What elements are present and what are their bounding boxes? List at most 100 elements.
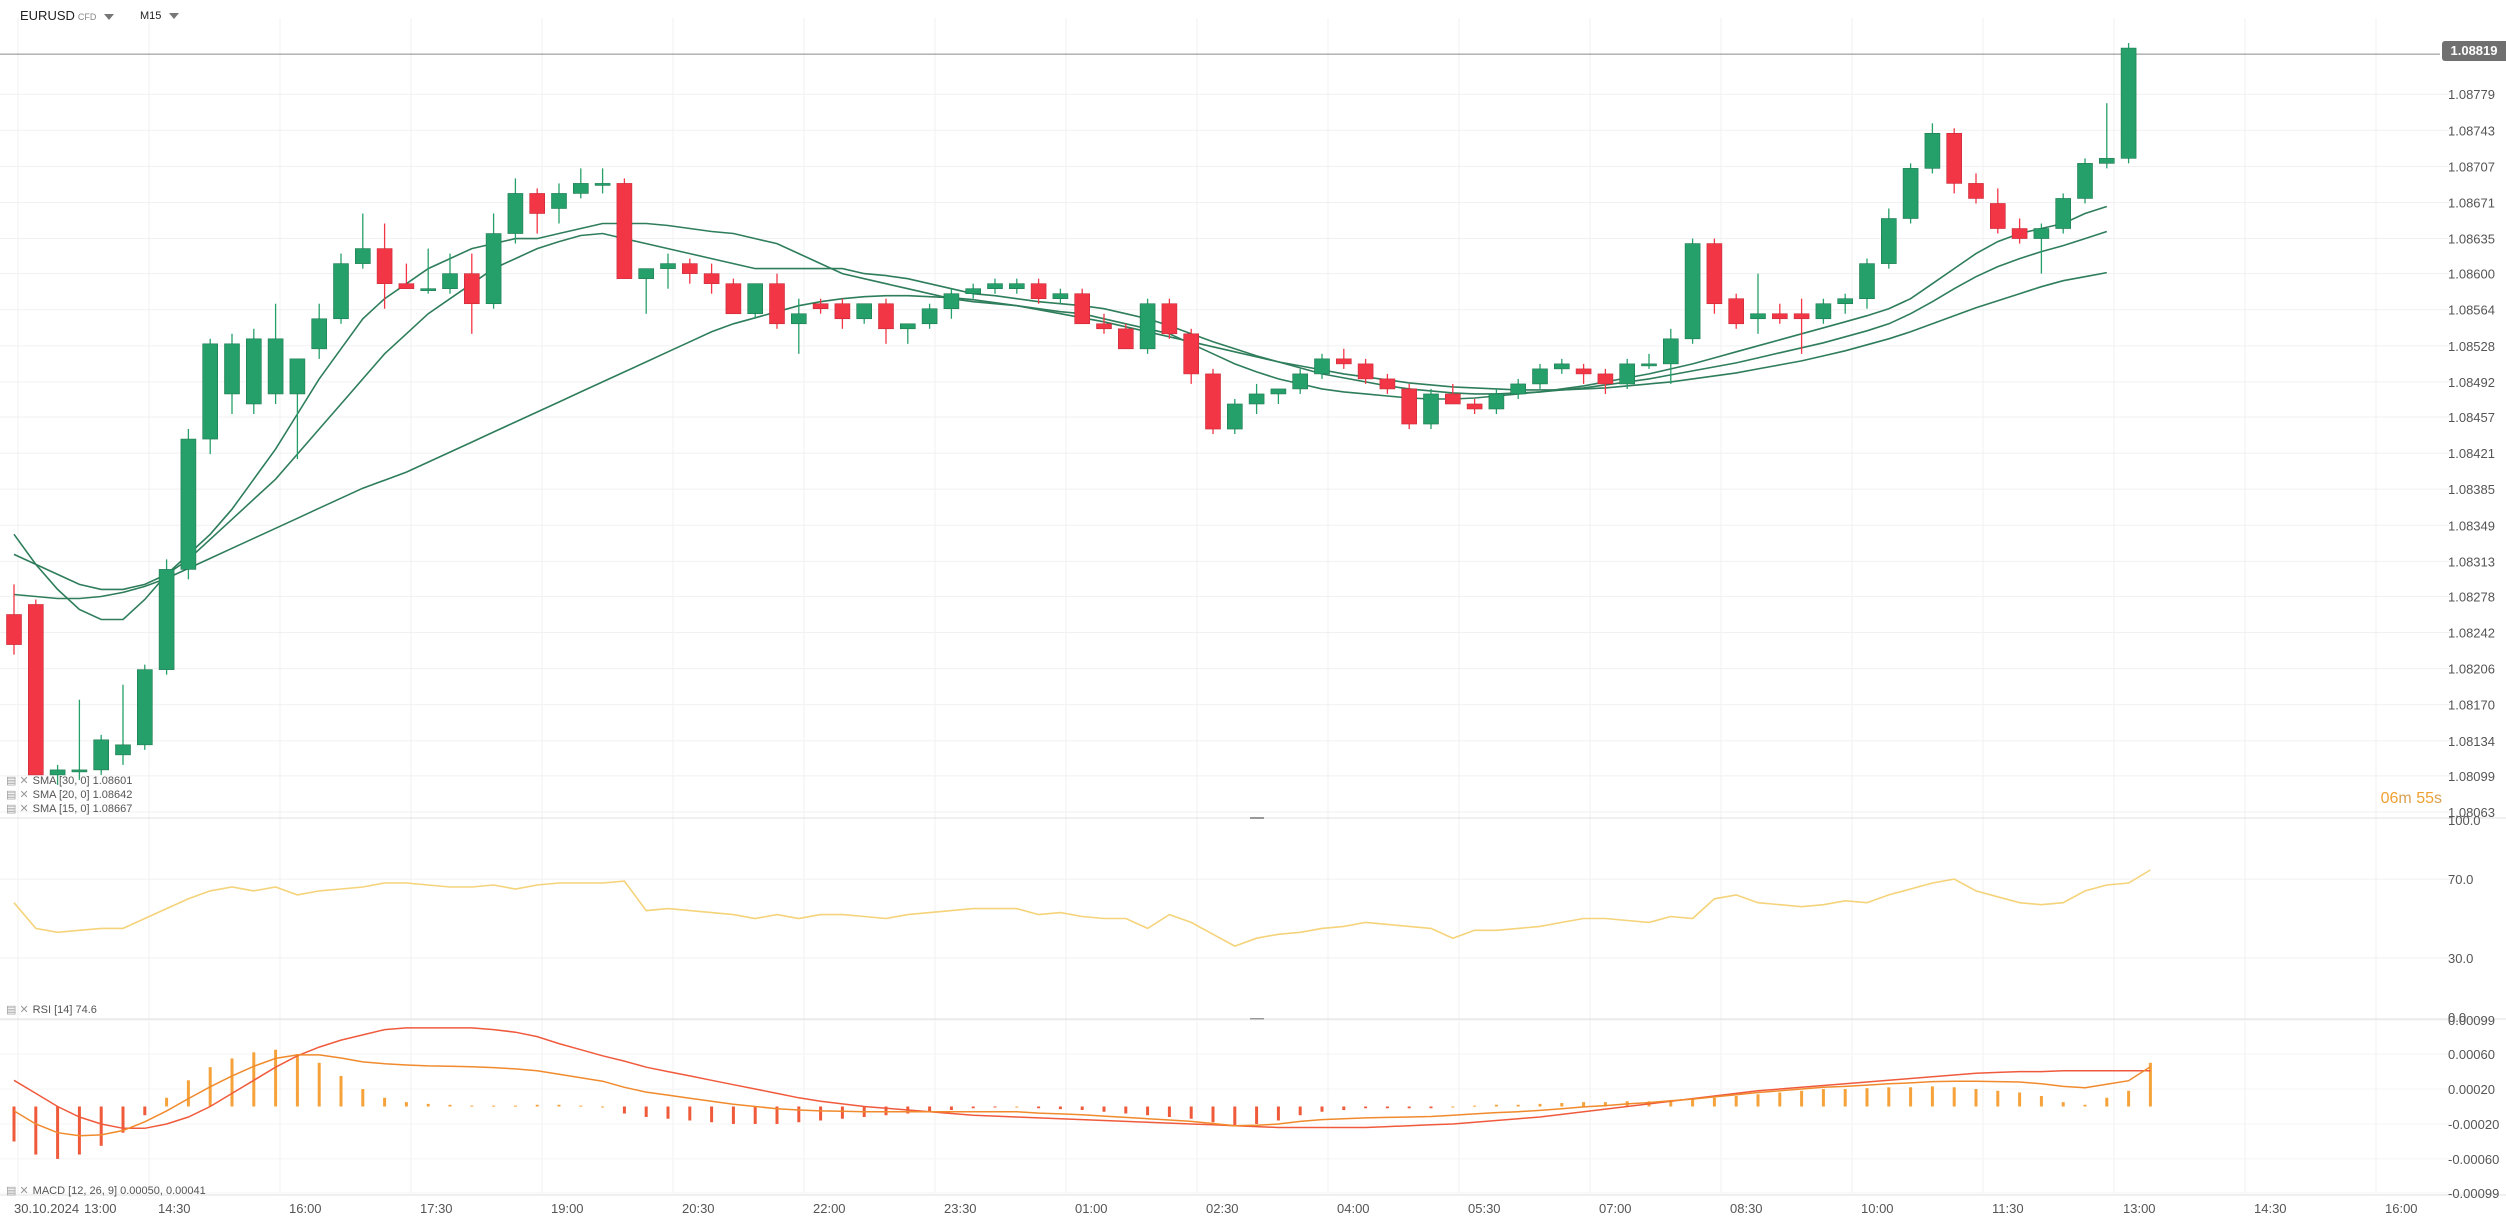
macd-histogram-bar <box>1451 1106 1455 1108</box>
candle-body <box>311 318 328 350</box>
legend-macd[interactable]: ▤ ✕ MACD [12, 26, 9] 0.00050, 0.00041 <box>6 1184 206 1197</box>
time-axis-label: 13:00 <box>2123 1201 2156 1216</box>
candle-body <box>1466 403 1483 410</box>
candle-body <box>2011 228 2028 239</box>
candle <box>1902 163 1919 224</box>
menu-icon[interactable]: ▤ ✕ <box>6 803 29 815</box>
legend-sma-20[interactable]: ▤ ✕ SMA [20, 0] 1.08642 <box>6 788 132 801</box>
macd-histogram-bar <box>448 1104 452 1107</box>
candle <box>703 263 720 294</box>
price-axis-label: 1.08671 <box>2448 195 2495 210</box>
candle-body <box>246 338 262 405</box>
candle <box>2099 103 2115 169</box>
time-axis-label: 10:00 <box>1861 1201 1894 1216</box>
candle <box>856 303 873 324</box>
candle-body <box>180 438 197 570</box>
candle-body <box>1270 388 1287 395</box>
rsi-axis-label: 30.0 <box>2448 951 2473 966</box>
candle <box>1837 293 1853 314</box>
time-axis-label: 22:00 <box>813 1201 846 1216</box>
legend-sma-15[interactable]: ▤ ✕ SMA [15, 0] 1.08667 <box>6 802 132 815</box>
macd-histogram-bar <box>2061 1102 2065 1107</box>
macd-histogram-bar <box>731 1106 735 1124</box>
candle <box>1445 383 1461 405</box>
macd-histogram-bar <box>1712 1097 1716 1107</box>
macd-signal-line <box>13 1027 2151 1130</box>
candle <box>572 168 589 199</box>
candle <box>1793 298 1810 354</box>
candle-body <box>1008 283 1025 289</box>
macd-histogram-bar <box>1538 1103 1542 1107</box>
rsi-axis-label: 0.0 <box>2448 1010 2466 1025</box>
macd-histogram-bar <box>840 1106 844 1119</box>
candle <box>463 253 480 334</box>
macd-histogram-bar <box>971 1106 975 1109</box>
macd-histogram-bar <box>383 1097 387 1107</box>
current-price-tag: 1.08819 <box>2442 41 2506 61</box>
candle-body <box>1379 378 1396 390</box>
menu-icon[interactable]: ▤ ✕ <box>6 1185 29 1197</box>
macd-histogram-bar <box>230 1058 234 1107</box>
price-axis-label: 1.08457 <box>2448 410 2495 425</box>
macd-histogram-bar <box>143 1106 147 1116</box>
rsi-axis-label: 70.0 <box>2448 872 2473 887</box>
macd-histogram-bar <box>1560 1103 1564 1107</box>
candle-body <box>1663 338 1679 365</box>
candle-body <box>1641 363 1657 367</box>
candle <box>1357 358 1374 384</box>
price-axis-label: 1.08242 <box>2448 626 2495 641</box>
time-axis-label: 01:00 <box>1075 1201 1108 1216</box>
candle-body <box>158 569 175 670</box>
candle-body <box>6 614 22 645</box>
macd-histogram-bar <box>1952 1087 1956 1107</box>
candle <box>289 358 306 460</box>
price-axis-label: 1.08492 <box>2448 375 2495 390</box>
candle <box>2120 43 2137 164</box>
candle-body <box>812 303 829 310</box>
legend-rsi[interactable]: ▤ ✕ RSI [14] 74.6 <box>6 1003 97 1016</box>
candle-body <box>834 303 851 320</box>
time-axis-label: 05:30 <box>1468 1201 1501 1216</box>
timeframe-label: M15 <box>140 10 162 22</box>
menu-icon[interactable]: ▤ ✕ <box>6 775 29 787</box>
candle <box>1161 298 1178 339</box>
candle <box>485 213 502 309</box>
macd-histogram-bar <box>1494 1104 1498 1107</box>
candle-body <box>1510 383 1526 395</box>
candle-body <box>1205 373 1221 430</box>
candle <box>333 253 349 324</box>
macd-histogram-bar <box>1603 1102 1607 1107</box>
macd-histogram-bar <box>1407 1106 1411 1109</box>
candle-body <box>594 183 611 186</box>
candle-countdown: 06m 55s <box>2381 790 2442 808</box>
macd-histogram-bar <box>1146 1106 1150 1116</box>
legend-sma-30[interactable]: ▤ ✕ SMA [30, 0] 1.08601 <box>6 774 132 787</box>
symbol-selector[interactable]: EURUSD CFD <box>20 8 115 23</box>
candle <box>1423 388 1439 430</box>
macd-axis-label: 0.00020 <box>2448 1082 2495 1097</box>
timeframe-selector[interactable]: M15 <box>140 10 180 22</box>
candle-body <box>1118 328 1134 350</box>
time-axis-label: 13:00 <box>84 1201 117 1216</box>
candle <box>115 684 131 765</box>
candle <box>660 253 676 289</box>
candle-body <box>1772 313 1788 320</box>
candle <box>6 584 22 655</box>
candle-body <box>1532 368 1548 385</box>
candle-body <box>1357 363 1374 380</box>
countdown-minutes-unit: m <box>2398 790 2412 807</box>
candle <box>834 298 851 329</box>
candle-body <box>420 288 437 291</box>
time-axis-label: 04:00 <box>1337 1201 1370 1216</box>
macd-histogram-bar <box>77 1106 81 1155</box>
macd-histogram-bar <box>1102 1106 1106 1112</box>
candle-body <box>747 283 764 315</box>
macd-histogram-bar <box>2018 1092 2022 1107</box>
candle <box>1227 398 1243 435</box>
macd-axis-label: -0.00020 <box>2448 1117 2499 1132</box>
candle-body <box>660 263 676 269</box>
menu-icon[interactable]: ▤ ✕ <box>6 789 29 801</box>
menu-icon[interactable]: ▤ ✕ <box>6 1004 29 1016</box>
price-axis-label: 1.08099 <box>2448 769 2495 784</box>
